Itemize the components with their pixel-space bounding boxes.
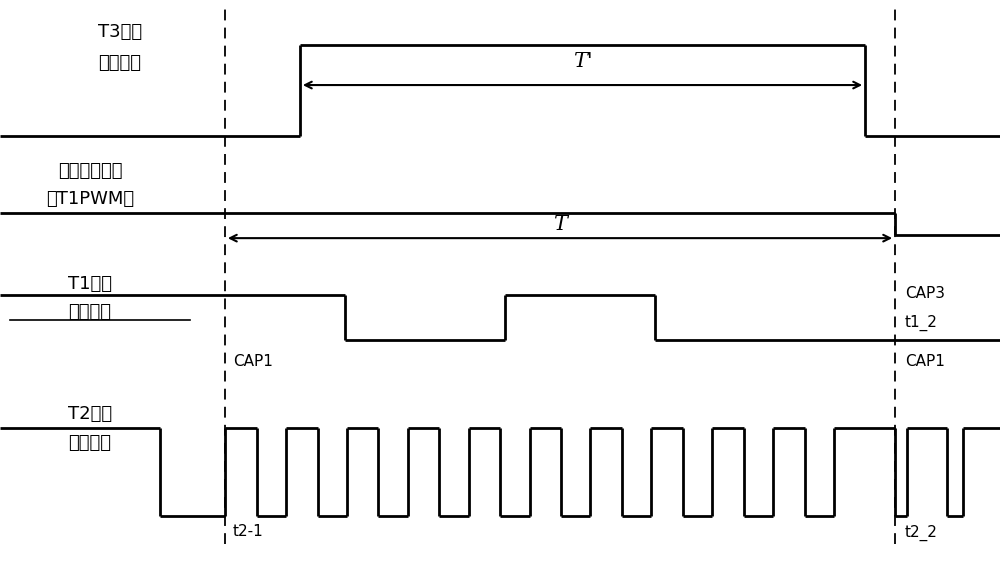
Text: 频率信号: 频率信号 (68, 303, 112, 321)
Text: CAP1: CAP1 (905, 354, 945, 369)
Text: T3预置: T3预置 (98, 23, 142, 41)
Text: t1_2: t1_2 (905, 315, 938, 331)
Text: T1被测: T1被测 (68, 275, 112, 293)
Text: 实际闸门时间: 实际闸门时间 (58, 162, 122, 180)
Text: T2标准: T2标准 (68, 405, 112, 424)
Text: （T1PWM）: （T1PWM） (46, 190, 134, 208)
Text: CAP3: CAP3 (905, 286, 945, 301)
Text: t2-1: t2-1 (233, 524, 264, 539)
Text: 频率信号: 频率信号 (68, 434, 112, 452)
Text: t2_2: t2_2 (905, 524, 938, 541)
Text: T: T (553, 214, 567, 234)
Text: T': T' (573, 52, 592, 71)
Text: CAP1: CAP1 (233, 354, 273, 369)
Text: 闸门时间: 闸门时间 (98, 54, 142, 72)
